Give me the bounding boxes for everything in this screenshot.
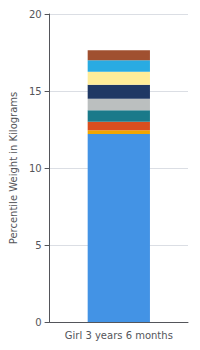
svg-text:Girl 3 years 6 months: Girl 3 years 6 months (65, 330, 173, 341)
svg-text:Percentile Weight in Kilograms: Percentile Weight in Kilograms (8, 92, 19, 245)
svg-text:5: 5 (35, 240, 41, 251)
svg-text:20: 20 (29, 9, 42, 20)
svg-text:10: 10 (29, 163, 42, 174)
svg-text:15: 15 (29, 86, 42, 97)
svg-text:0: 0 (35, 317, 41, 328)
